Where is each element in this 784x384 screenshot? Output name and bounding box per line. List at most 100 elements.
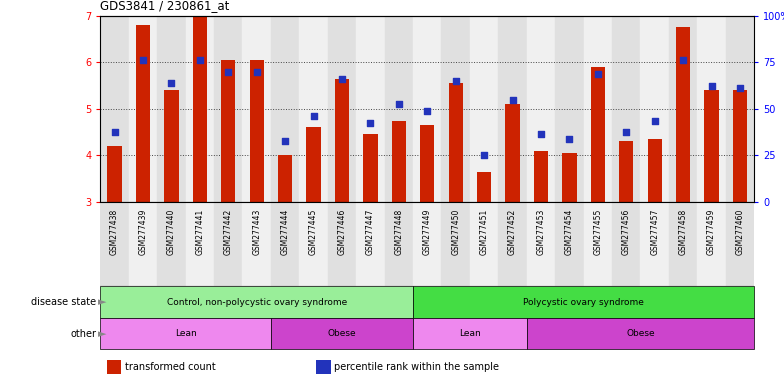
Bar bbox=[271, 202, 299, 286]
Point bbox=[706, 83, 718, 89]
Point bbox=[677, 57, 689, 63]
Text: GSM277446: GSM277446 bbox=[337, 209, 347, 255]
Bar bbox=[583, 16, 612, 202]
Bar bbox=[249, 60, 263, 202]
Text: GDS3841 / 230861_at: GDS3841 / 230861_at bbox=[100, 0, 230, 12]
Text: GSM277445: GSM277445 bbox=[309, 209, 318, 255]
Point bbox=[421, 108, 434, 114]
Bar bbox=[214, 202, 242, 286]
Bar bbox=[619, 141, 633, 202]
Text: transformed count: transformed count bbox=[125, 362, 216, 372]
Bar bbox=[385, 202, 413, 286]
Bar bbox=[555, 16, 583, 202]
Bar bbox=[499, 202, 527, 286]
Bar bbox=[107, 146, 122, 202]
Bar bbox=[193, 16, 207, 202]
Point bbox=[620, 129, 633, 135]
Text: GSM277442: GSM277442 bbox=[223, 209, 233, 255]
Text: Obese: Obese bbox=[328, 329, 356, 338]
Bar bbox=[612, 202, 641, 286]
Text: Polycystic ovary syndrome: Polycystic ovary syndrome bbox=[523, 298, 644, 307]
Point bbox=[535, 131, 547, 137]
Text: GSM277449: GSM277449 bbox=[423, 209, 432, 255]
Text: GSM277447: GSM277447 bbox=[366, 209, 375, 255]
Bar bbox=[242, 16, 271, 202]
Bar bbox=[356, 16, 385, 202]
Point bbox=[364, 120, 376, 126]
Text: GSM277441: GSM277441 bbox=[195, 209, 205, 255]
Point bbox=[393, 101, 405, 107]
Point bbox=[136, 57, 149, 63]
Bar bbox=[186, 16, 214, 202]
Bar bbox=[100, 286, 413, 318]
Bar bbox=[441, 16, 470, 202]
Bar bbox=[328, 202, 356, 286]
Point bbox=[563, 136, 575, 142]
Bar bbox=[165, 90, 179, 202]
Bar bbox=[363, 134, 378, 202]
Bar bbox=[697, 16, 726, 202]
Bar bbox=[129, 202, 158, 286]
Point bbox=[592, 71, 604, 77]
Bar bbox=[356, 202, 385, 286]
Text: GSM277440: GSM277440 bbox=[167, 209, 176, 255]
Bar bbox=[527, 318, 754, 349]
Point bbox=[506, 96, 519, 103]
Bar bbox=[158, 202, 186, 286]
Bar bbox=[527, 202, 555, 286]
Bar bbox=[299, 202, 328, 286]
Text: disease state: disease state bbox=[31, 297, 96, 307]
Bar bbox=[499, 16, 527, 202]
Text: ►: ► bbox=[98, 297, 107, 307]
Bar bbox=[271, 318, 413, 349]
Bar bbox=[562, 153, 576, 202]
Text: GSM277452: GSM277452 bbox=[508, 209, 517, 255]
Bar bbox=[669, 202, 697, 286]
Text: GSM277438: GSM277438 bbox=[110, 209, 119, 255]
Bar bbox=[413, 318, 527, 349]
Text: GSM277454: GSM277454 bbox=[565, 209, 574, 255]
Text: GSM277444: GSM277444 bbox=[281, 209, 289, 255]
Point bbox=[648, 118, 661, 124]
Bar bbox=[214, 16, 242, 202]
Bar bbox=[441, 202, 470, 286]
Bar bbox=[591, 67, 605, 202]
Bar bbox=[186, 202, 214, 286]
Bar bbox=[669, 16, 697, 202]
Bar bbox=[413, 202, 441, 286]
Bar bbox=[299, 16, 328, 202]
Bar bbox=[470, 202, 499, 286]
Text: Lean: Lean bbox=[459, 329, 481, 338]
Bar bbox=[392, 121, 406, 202]
Bar bbox=[100, 318, 271, 349]
Bar bbox=[506, 104, 520, 202]
Bar bbox=[385, 16, 413, 202]
Text: Control, non-polycystic ovary syndrome: Control, non-polycystic ovary syndrome bbox=[166, 298, 347, 307]
Bar bbox=[242, 202, 271, 286]
Bar bbox=[448, 83, 463, 202]
Bar bbox=[697, 202, 726, 286]
Text: GSM277459: GSM277459 bbox=[707, 209, 716, 255]
Text: GSM277448: GSM277448 bbox=[394, 209, 403, 255]
Point bbox=[478, 152, 491, 159]
Text: GSM277451: GSM277451 bbox=[480, 209, 488, 255]
Bar bbox=[129, 16, 158, 202]
Bar bbox=[413, 286, 754, 318]
Point bbox=[336, 76, 348, 82]
Bar bbox=[413, 16, 441, 202]
Point bbox=[194, 57, 206, 63]
Bar bbox=[641, 202, 669, 286]
Point bbox=[108, 129, 121, 135]
Point bbox=[222, 69, 234, 75]
Bar bbox=[316, 360, 331, 374]
Text: GSM277439: GSM277439 bbox=[139, 209, 147, 255]
Bar bbox=[534, 151, 548, 202]
Bar bbox=[705, 90, 719, 202]
Bar bbox=[555, 202, 583, 286]
Bar bbox=[733, 90, 747, 202]
Text: GSM277457: GSM277457 bbox=[650, 209, 659, 255]
Point bbox=[307, 113, 320, 119]
Bar bbox=[470, 16, 499, 202]
Bar bbox=[100, 202, 129, 286]
Bar bbox=[100, 16, 129, 202]
